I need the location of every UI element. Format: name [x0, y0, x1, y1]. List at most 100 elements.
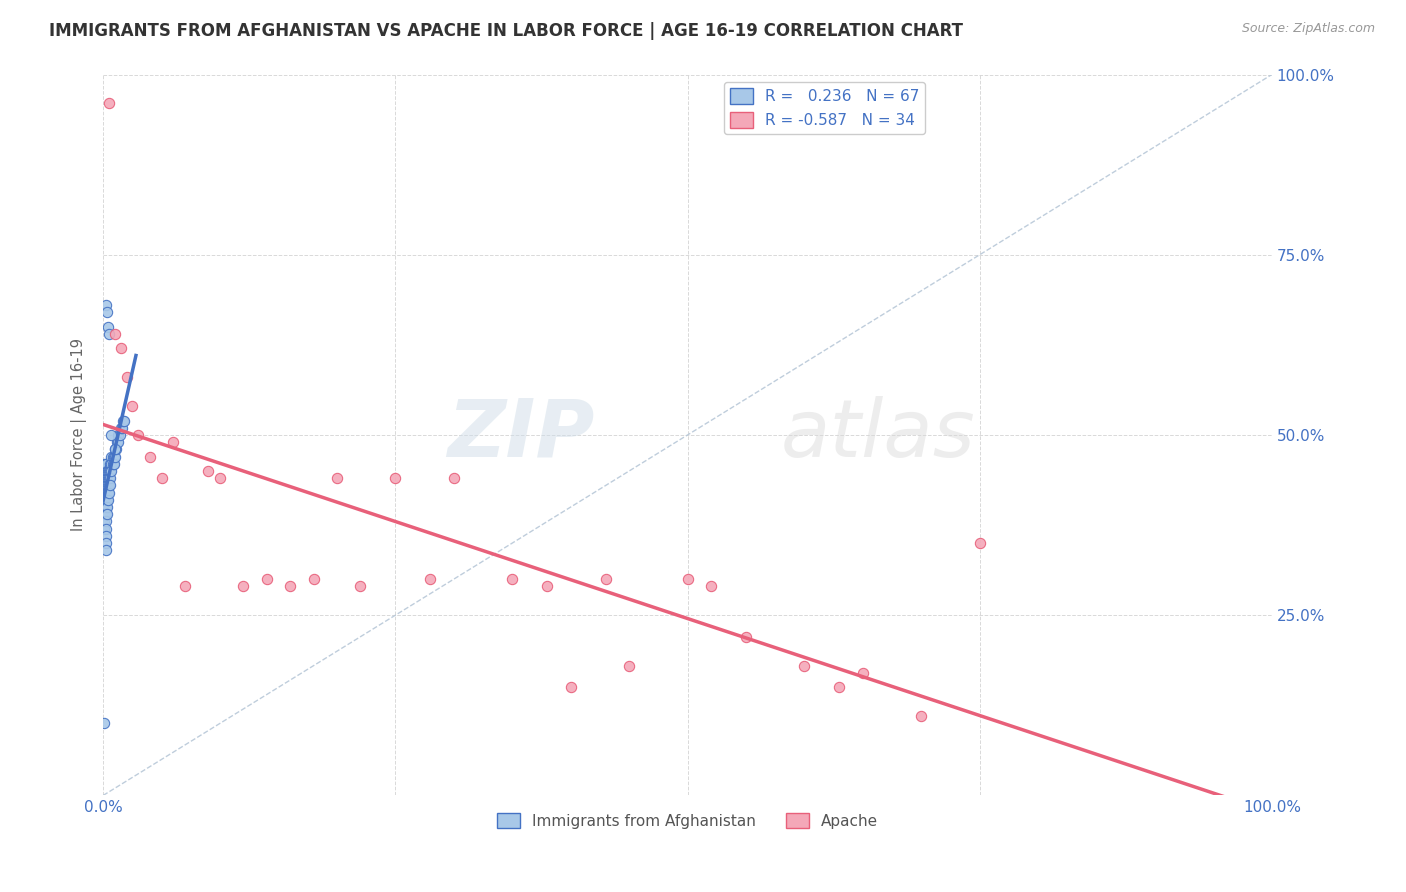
Point — [98, 485, 121, 500]
Point — [94, 478, 117, 492]
Point — [419, 572, 441, 586]
Point — [112, 413, 135, 427]
Point — [93, 508, 115, 522]
Point — [98, 96, 121, 111]
Point — [103, 450, 125, 464]
Point — [96, 492, 118, 507]
Point — [94, 522, 117, 536]
Point — [104, 442, 127, 457]
Point — [97, 464, 120, 478]
Point — [93, 500, 115, 514]
Text: Source: ZipAtlas.com: Source: ZipAtlas.com — [1241, 22, 1375, 36]
Point — [105, 435, 128, 450]
Point — [384, 471, 406, 485]
Point — [349, 579, 371, 593]
Point — [94, 298, 117, 312]
Point — [96, 471, 118, 485]
Point — [94, 464, 117, 478]
Point — [111, 421, 134, 435]
Point — [96, 500, 118, 514]
Point — [121, 399, 143, 413]
Point — [93, 515, 115, 529]
Point — [98, 326, 121, 341]
Point — [97, 471, 120, 485]
Text: ZIP: ZIP — [447, 396, 595, 474]
Point — [96, 485, 118, 500]
Point — [104, 450, 127, 464]
Point — [98, 464, 121, 478]
Point — [676, 572, 699, 586]
Point — [97, 478, 120, 492]
Point — [96, 478, 118, 492]
Point — [93, 478, 115, 492]
Point — [94, 492, 117, 507]
Point — [96, 464, 118, 478]
Point — [501, 572, 523, 586]
Point — [96, 508, 118, 522]
Point — [209, 471, 232, 485]
Point — [104, 442, 127, 457]
Point — [852, 665, 875, 680]
Point — [560, 680, 582, 694]
Point — [93, 464, 115, 478]
Point — [828, 680, 851, 694]
Point — [150, 471, 173, 485]
Point — [110, 342, 132, 356]
Point — [256, 572, 278, 586]
Point — [174, 579, 197, 593]
Point — [97, 485, 120, 500]
Point — [302, 572, 325, 586]
Point — [110, 421, 132, 435]
Point — [127, 428, 149, 442]
Point — [94, 536, 117, 550]
Text: atlas: atlas — [782, 396, 976, 474]
Point — [115, 370, 138, 384]
Point — [735, 630, 758, 644]
Point — [98, 471, 121, 485]
Point — [101, 450, 124, 464]
Point — [97, 492, 120, 507]
Point — [108, 428, 131, 442]
Point — [98, 464, 121, 478]
Point — [910, 709, 932, 723]
Point — [93, 457, 115, 471]
Point — [97, 319, 120, 334]
Point — [112, 413, 135, 427]
Point — [93, 522, 115, 536]
Point — [94, 543, 117, 558]
Point — [103, 457, 125, 471]
Point — [93, 471, 115, 485]
Point — [98, 457, 121, 471]
Point — [969, 536, 991, 550]
Point — [98, 471, 121, 485]
Point — [162, 435, 184, 450]
Y-axis label: In Labor Force | Age 16-19: In Labor Force | Age 16-19 — [72, 338, 87, 532]
Point — [104, 326, 127, 341]
Text: IMMIGRANTS FROM AFGHANISTAN VS APACHE IN LABOR FORCE | AGE 16-19 CORRELATION CHA: IMMIGRANTS FROM AFGHANISTAN VS APACHE IN… — [49, 22, 963, 40]
Point — [94, 515, 117, 529]
Point — [278, 579, 301, 593]
Point — [107, 435, 129, 450]
Point — [100, 428, 122, 442]
Point — [100, 464, 122, 478]
Point — [617, 658, 640, 673]
Point — [232, 579, 254, 593]
Point — [94, 485, 117, 500]
Point — [139, 450, 162, 464]
Point — [595, 572, 617, 586]
Point — [107, 428, 129, 442]
Point — [93, 716, 115, 731]
Point — [94, 471, 117, 485]
Point — [105, 442, 128, 457]
Point — [197, 464, 219, 478]
Point — [96, 305, 118, 319]
Point — [101, 457, 124, 471]
Point — [793, 658, 815, 673]
Point — [98, 478, 121, 492]
Point — [93, 492, 115, 507]
Point — [94, 457, 117, 471]
Point — [536, 579, 558, 593]
Point — [326, 471, 349, 485]
Point — [94, 529, 117, 543]
Legend: Immigrants from Afghanistan, Apache: Immigrants from Afghanistan, Apache — [491, 806, 884, 835]
